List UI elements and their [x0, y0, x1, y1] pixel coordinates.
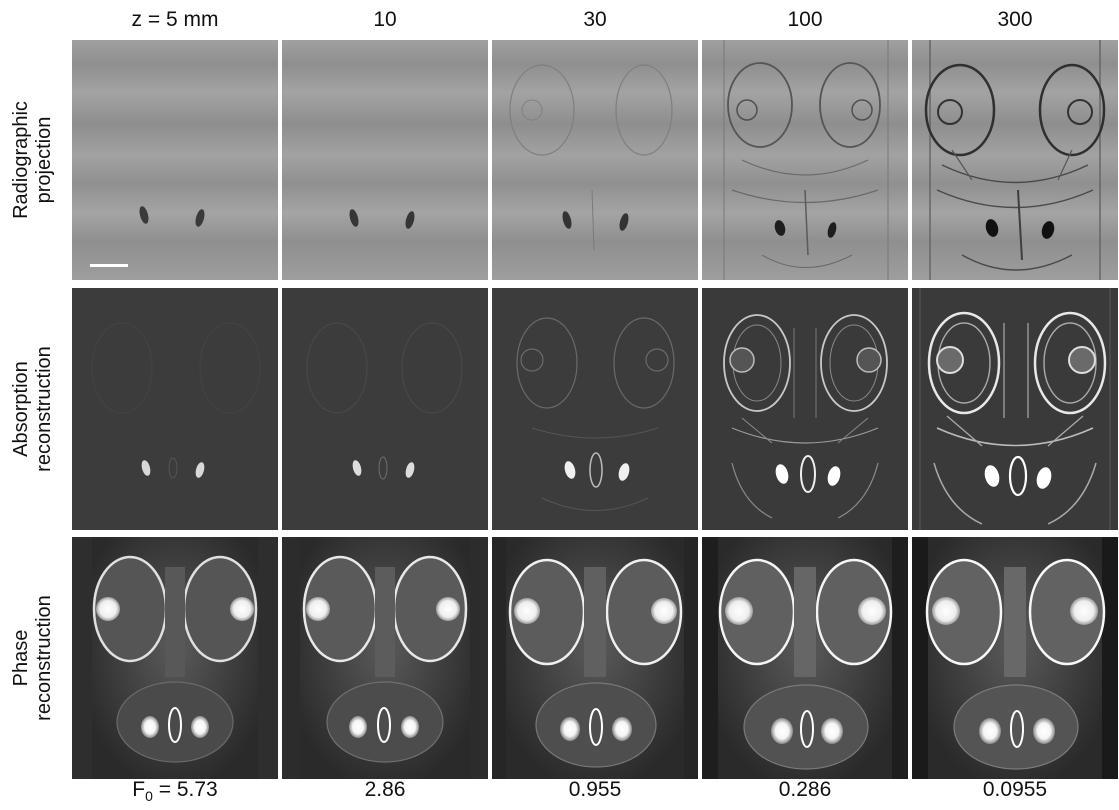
column-header-z5: z = 5 mm: [131, 8, 219, 31]
radiograph-panel-z5: [72, 40, 278, 280]
phase-panel-z10: [282, 537, 488, 779]
absorption-panel-z300: [912, 288, 1118, 530]
fresnel-number-z300: 0.0955: [982, 778, 1048, 801]
column-header-z30: 30: [583, 8, 607, 31]
row-label-line: Radiographic: [10, 101, 33, 219]
row-label-line: reconstruction: [33, 595, 55, 721]
fresnel-number-z10: 2.86: [364, 778, 406, 801]
fresnel-subscript: 0: [145, 788, 153, 805]
row-label-absorption: Absorption reconstruction: [0, 288, 66, 530]
absorption-panel-z30: [492, 288, 698, 530]
radiograph-panel-z30: [492, 40, 698, 280]
radiograph-panel-z10: [282, 40, 488, 280]
row-label-phase: Phase reconstruction: [0, 537, 66, 779]
row-label-line: projection: [33, 116, 56, 204]
fresnel-symbol: F: [132, 778, 146, 801]
fresnel-number-z5: F0 = 5.73: [72, 778, 278, 804]
radiograph-panel-z100: [702, 40, 908, 280]
fresnel-number-z100: 0.286: [778, 778, 832, 801]
absorption-panel-z5: [72, 288, 278, 530]
column-header-z100: 100: [787, 8, 823, 31]
radiograph-panel-z300: [912, 40, 1118, 280]
row-label-line: reconstruction: [33, 346, 55, 472]
fresnel-value: = 5.73: [152, 778, 218, 801]
column-header-z10: 10: [373, 8, 397, 31]
phase-panel-z100: [702, 537, 908, 779]
row-label-line: Absorption: [10, 361, 32, 457]
phase-panel-z300: [912, 537, 1118, 779]
phase-panel-z5: [72, 537, 278, 779]
phase-panel-z30: [492, 537, 698, 779]
column-header-z300: 300: [997, 8, 1033, 31]
row-label-line: Phase: [10, 629, 32, 687]
absorption-panel-z100: [702, 288, 908, 530]
row-label-radiographic: Radiographic projection: [0, 40, 66, 280]
scale-bar: [90, 264, 128, 267]
absorption-panel-z10: [282, 288, 488, 530]
fresnel-number-z30: 0.955: [568, 778, 622, 801]
